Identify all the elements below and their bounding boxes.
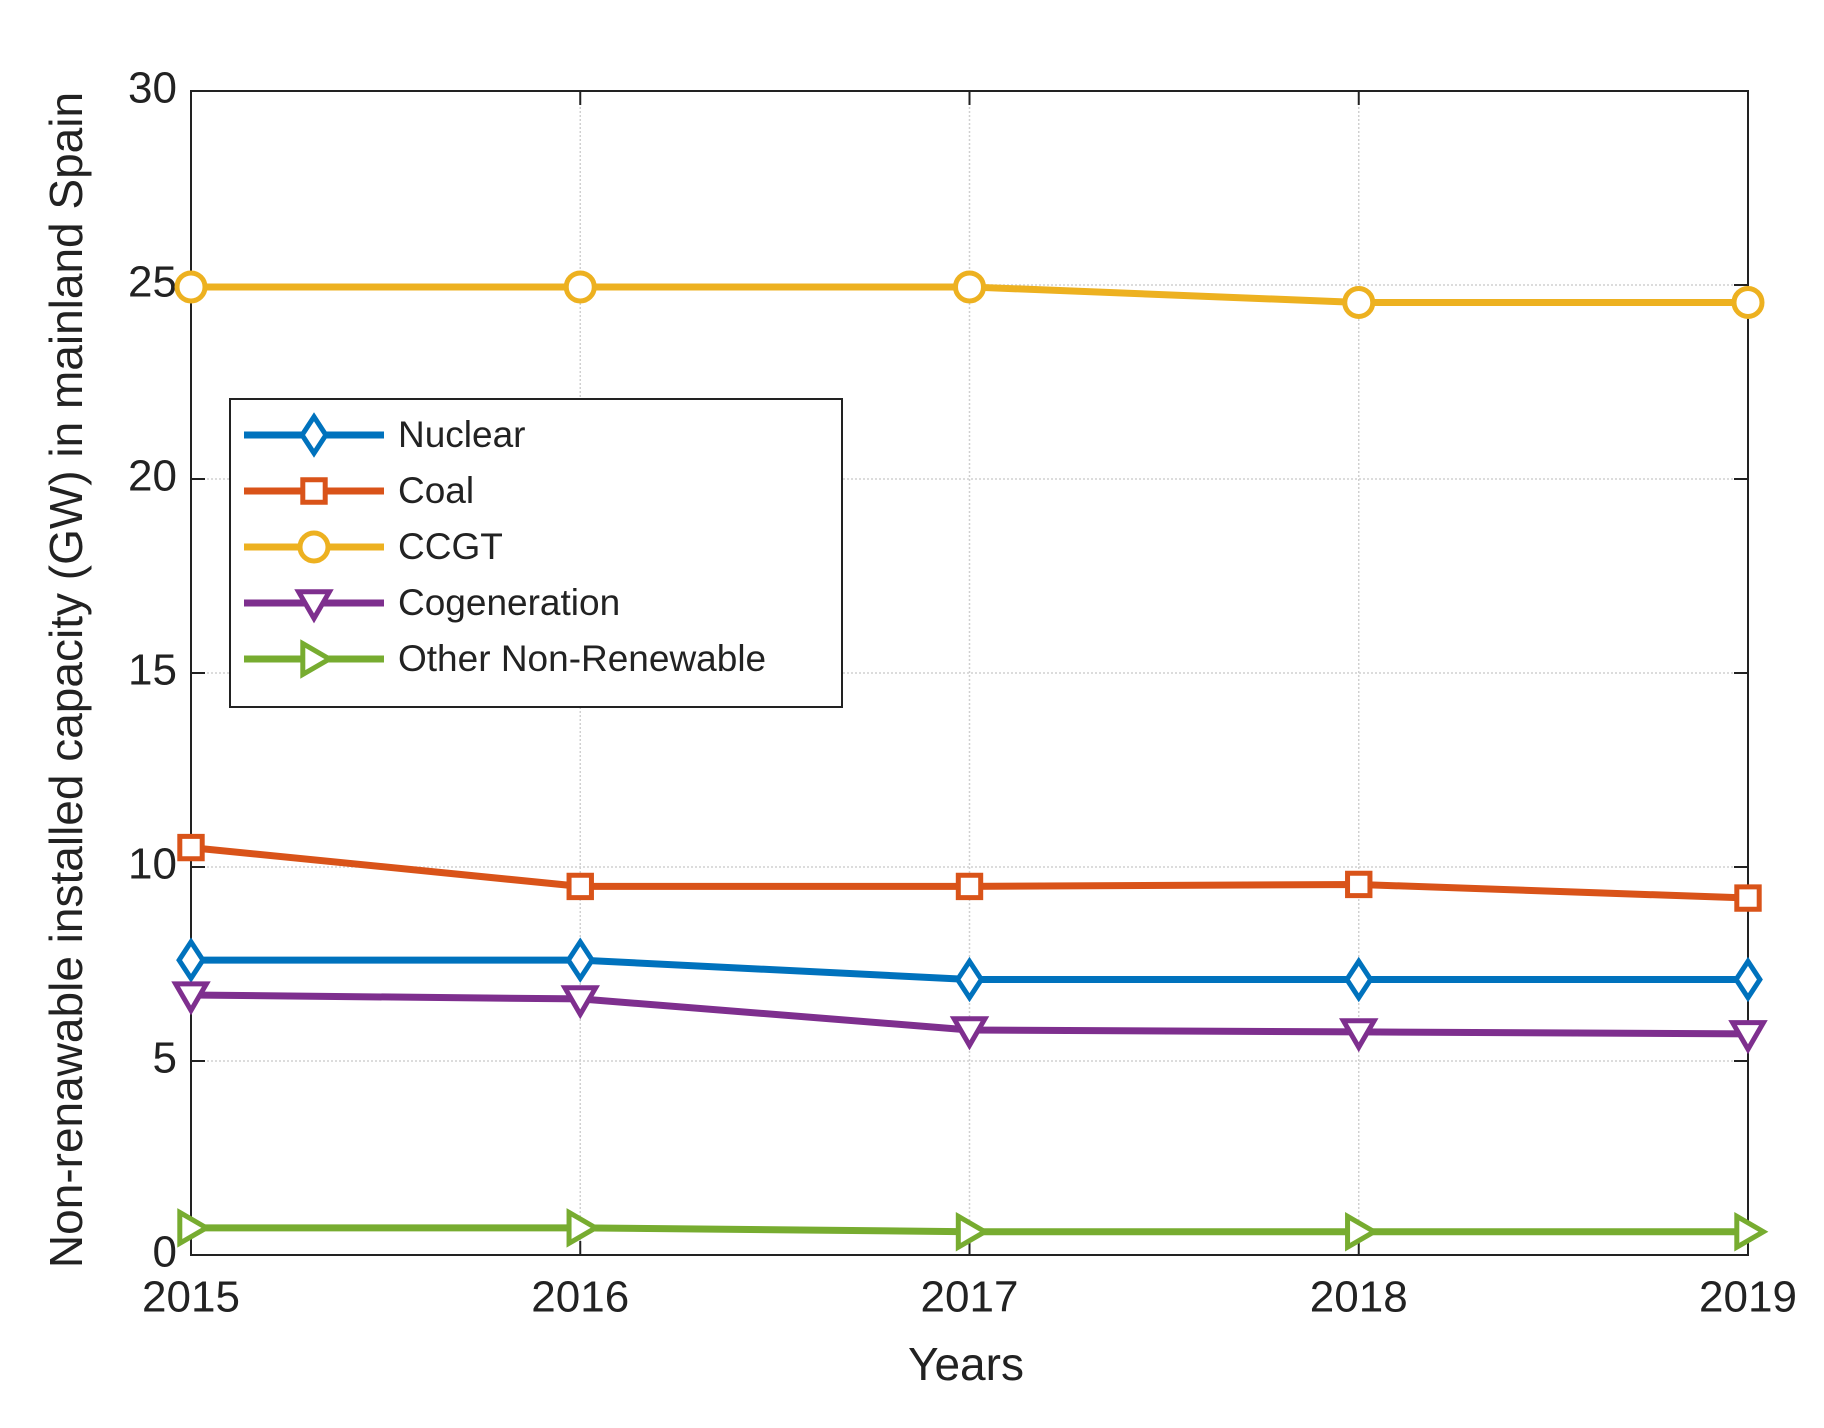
- legend: Nuclear Coal CCGT Cogeneration Other Non-Ren…: [229, 398, 843, 708]
- data-point: [171, 981, 211, 1016]
- legend-marker: [294, 589, 334, 624]
- data-point: [1343, 956, 1374, 1003]
- data-point: [954, 956, 985, 1003]
- y-tick-label: 5: [153, 1034, 177, 1083]
- y-tick-label: 25: [128, 258, 177, 307]
- data-point: [955, 1211, 990, 1252]
- data-point: [566, 1208, 601, 1248]
- legend-label: Other Non-Renewable: [398, 638, 766, 679]
- data-point: [177, 833, 205, 862]
- x-tick-label: 2019: [1699, 1273, 1797, 1322]
- data-point: [1728, 1020, 1768, 1055]
- legend-label: Nuclear: [398, 414, 526, 455]
- legend-marker: [297, 530, 331, 564]
- legend-label: CCGT: [398, 526, 503, 567]
- data-point: [952, 270, 987, 304]
- x-tick-label: 2018: [1310, 1273, 1408, 1322]
- data-point: [177, 1208, 212, 1248]
- legend-marker: [300, 639, 335, 679]
- data-point: [955, 872, 984, 901]
- data-point: [565, 937, 596, 983]
- legend-label: Coal: [398, 470, 474, 511]
- data-point: [174, 270, 208, 304]
- legend-label: Cogeneration: [398, 582, 620, 623]
- y-tick-label: 30: [128, 64, 177, 113]
- data-point: [1339, 1018, 1379, 1053]
- data-point: [1734, 884, 1762, 912]
- y-tick-label: 20: [128, 452, 177, 501]
- data-point: [1342, 286, 1376, 319]
- data-point: [1345, 870, 1373, 899]
- x-tick-label: 2016: [531, 1273, 629, 1322]
- data-point: [560, 985, 600, 1020]
- legend-marker: [300, 477, 328, 505]
- legend-marker: [299, 412, 329, 458]
- data-point: [176, 937, 206, 983]
- data-point: [1734, 1211, 1769, 1252]
- y-tick-label: 15: [128, 646, 177, 695]
- y-tick-label: 0: [153, 1228, 177, 1277]
- y-axis-label: Non-renawable installed capacity (GW) in…: [40, 92, 92, 1268]
- data-point: [566, 872, 594, 901]
- x-tick-label: 2017: [921, 1273, 1019, 1322]
- data-point: [1345, 1211, 1380, 1252]
- data-point: [563, 270, 597, 304]
- plot-frame: [190, 90, 1749, 1256]
- x-axis-label: Years: [908, 1338, 1024, 1390]
- y-tick-label: 10: [128, 840, 177, 889]
- x-tick-label: 2015: [142, 1273, 240, 1322]
- data-point: [1733, 956, 1763, 1003]
- data-point: [1731, 286, 1765, 319]
- data-point: [949, 1016, 990, 1051]
